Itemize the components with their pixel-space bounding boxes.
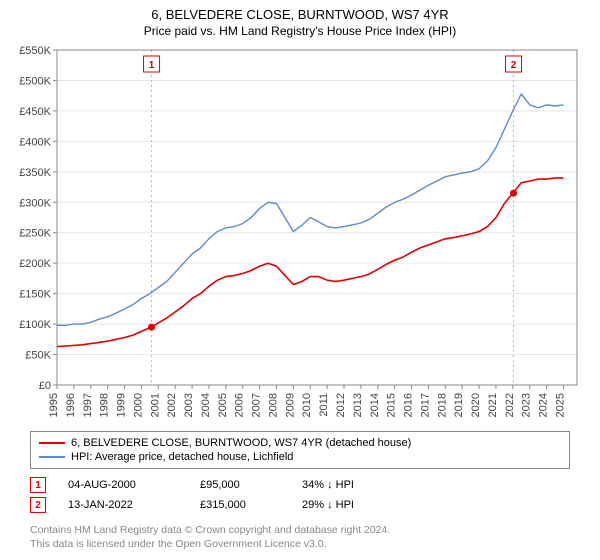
- svg-text:£350K: £350K: [19, 167, 51, 179]
- transaction-date: 13-JAN-2022: [68, 499, 178, 511]
- svg-text:£50K: £50K: [25, 350, 51, 362]
- svg-text:2: 2: [511, 60, 517, 71]
- svg-text:£450K: £450K: [19, 106, 51, 118]
- footnote-line-1: Contains HM Land Registry data © Crown c…: [30, 524, 390, 536]
- svg-text:£300K: £300K: [19, 197, 51, 209]
- footnote: Contains HM Land Registry data © Crown c…: [30, 523, 570, 551]
- transaction-delta: 34% ↓ HPI: [302, 479, 354, 491]
- chart-svg: £0 £50K £100K £150K £200K £250K £300K £350K £400…: [5, 42, 595, 427]
- svg-text:2000: 2000: [132, 393, 144, 417]
- svg-text:2001: 2001: [149, 393, 161, 417]
- transaction-date: 04-AUG-2000: [68, 479, 178, 491]
- svg-text:2014: 2014: [369, 393, 381, 417]
- svg-text:1997: 1997: [82, 393, 94, 417]
- svg-text:2012: 2012: [335, 393, 347, 417]
- svg-text:£100K: £100K: [19, 319, 51, 331]
- svg-text:2017: 2017: [419, 393, 431, 417]
- svg-text:2024: 2024: [538, 393, 550, 417]
- svg-text:2025: 2025: [554, 393, 566, 417]
- transaction-price: £95,000: [200, 479, 280, 491]
- legend-label: HPI: Average price, detached house, Lich…: [71, 451, 293, 463]
- transaction-delta: 29% ↓ HPI: [302, 499, 354, 511]
- svg-text:2010: 2010: [301, 393, 313, 417]
- chart-container: 6, BELVEDERE CLOSE, BURNTWOOD, WS7 4YR P…: [0, 0, 600, 560]
- marker-point-1: [148, 324, 155, 331]
- svg-text:2009: 2009: [284, 393, 296, 417]
- svg-text:£250K: £250K: [19, 228, 51, 240]
- svg-text:2022: 2022: [504, 393, 516, 417]
- transaction-badge: 2: [30, 497, 46, 513]
- svg-text:1998: 1998: [99, 393, 111, 417]
- legend-row: HPI: Average price, detached house, Lich…: [39, 450, 561, 464]
- legend-swatch: [39, 456, 65, 458]
- chart-subtitle: Price paid vs. HM Land Registry's House …: [0, 24, 600, 42]
- svg-text:1: 1: [149, 60, 155, 71]
- legend-swatch: [39, 442, 65, 444]
- legend: 6, BELVEDERE CLOSE, BURNTWOOD, WS7 4YR (…: [30, 431, 570, 469]
- chart-title: 6, BELVEDERE CLOSE, BURNTWOOD, WS7 4YR: [0, 0, 600, 24]
- footnote-line-2: This data is licensed under the Open Gov…: [30, 538, 327, 550]
- svg-text:2019: 2019: [453, 393, 465, 417]
- legend-row: 6, BELVEDERE CLOSE, BURNTWOOD, WS7 4YR (…: [39, 436, 561, 450]
- transactions-table: 1 04-AUG-2000 £95,000 34% ↓ HPI 2 13-JAN-2022…: [30, 475, 570, 515]
- svg-text:2008: 2008: [267, 393, 279, 417]
- transaction-row: 1 04-AUG-2000 £95,000 34% ↓ HPI: [30, 475, 570, 495]
- transaction-badge: 1: [30, 477, 46, 493]
- svg-text:2011: 2011: [318, 393, 330, 417]
- svg-text:2005: 2005: [217, 393, 229, 417]
- svg-text:£400K: £400K: [19, 137, 51, 149]
- svg-text:2013: 2013: [352, 393, 364, 417]
- chart-plot-area: £0 £50K £100K £150K £200K £250K £300K £350K £400…: [5, 42, 595, 427]
- transaction-price: £315,000: [200, 499, 280, 511]
- svg-text:2020: 2020: [470, 393, 482, 417]
- svg-text:2021: 2021: [487, 393, 499, 417]
- svg-text:£550K: £550K: [19, 45, 51, 57]
- svg-text:2006: 2006: [234, 393, 246, 417]
- svg-text:1999: 1999: [116, 393, 128, 417]
- svg-text:2003: 2003: [183, 393, 195, 417]
- svg-text:1996: 1996: [65, 393, 77, 417]
- svg-text:£0: £0: [39, 380, 51, 392]
- svg-text:2007: 2007: [251, 393, 263, 417]
- svg-text:1995: 1995: [48, 393, 60, 417]
- transaction-row: 2 13-JAN-2022 £315,000 29% ↓ HPI: [30, 495, 570, 515]
- svg-text:2016: 2016: [403, 393, 415, 417]
- svg-text:£200K: £200K: [19, 258, 51, 270]
- svg-text:2023: 2023: [521, 393, 533, 417]
- svg-text:2004: 2004: [200, 393, 212, 417]
- svg-text:2015: 2015: [386, 393, 398, 417]
- svg-text:£500K: £500K: [19, 76, 51, 88]
- marker-point-2: [510, 190, 517, 197]
- svg-text:2002: 2002: [166, 393, 178, 417]
- svg-text:£150K: £150K: [19, 289, 51, 301]
- svg-text:2018: 2018: [436, 393, 448, 417]
- legend-label: 6, BELVEDERE CLOSE, BURNTWOOD, WS7 4YR (…: [71, 437, 411, 449]
